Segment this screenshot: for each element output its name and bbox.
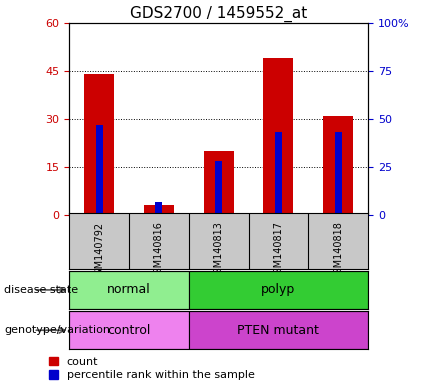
Text: genotype/variation: genotype/variation bbox=[4, 325, 110, 335]
Bar bbox=[275, 132, 282, 215]
Text: control: control bbox=[107, 324, 151, 337]
Bar bbox=[69, 271, 189, 309]
Legend: count, percentile rank within the sample: count, percentile rank within the sample bbox=[49, 357, 255, 381]
Text: GSM140817: GSM140817 bbox=[273, 222, 284, 280]
Text: GSM140818: GSM140818 bbox=[333, 222, 343, 280]
Bar bbox=[215, 161, 222, 215]
Bar bbox=[144, 205, 174, 215]
Text: GSM140792: GSM140792 bbox=[94, 222, 104, 281]
Bar bbox=[155, 202, 162, 215]
Bar bbox=[84, 74, 114, 215]
Text: disease state: disease state bbox=[4, 285, 78, 295]
Bar bbox=[335, 132, 342, 215]
Text: normal: normal bbox=[107, 283, 151, 296]
Bar bbox=[69, 311, 189, 349]
Bar bbox=[189, 311, 368, 349]
Text: GSM140813: GSM140813 bbox=[213, 222, 224, 280]
Bar bbox=[204, 151, 234, 215]
Text: GSM140816: GSM140816 bbox=[154, 222, 164, 280]
Bar bbox=[96, 125, 103, 215]
Text: PTEN mutant: PTEN mutant bbox=[237, 324, 320, 337]
Bar bbox=[323, 116, 353, 215]
Text: polyp: polyp bbox=[261, 283, 296, 296]
Bar bbox=[263, 58, 294, 215]
Title: GDS2700 / 1459552_at: GDS2700 / 1459552_at bbox=[130, 5, 307, 22]
Bar bbox=[189, 271, 368, 309]
